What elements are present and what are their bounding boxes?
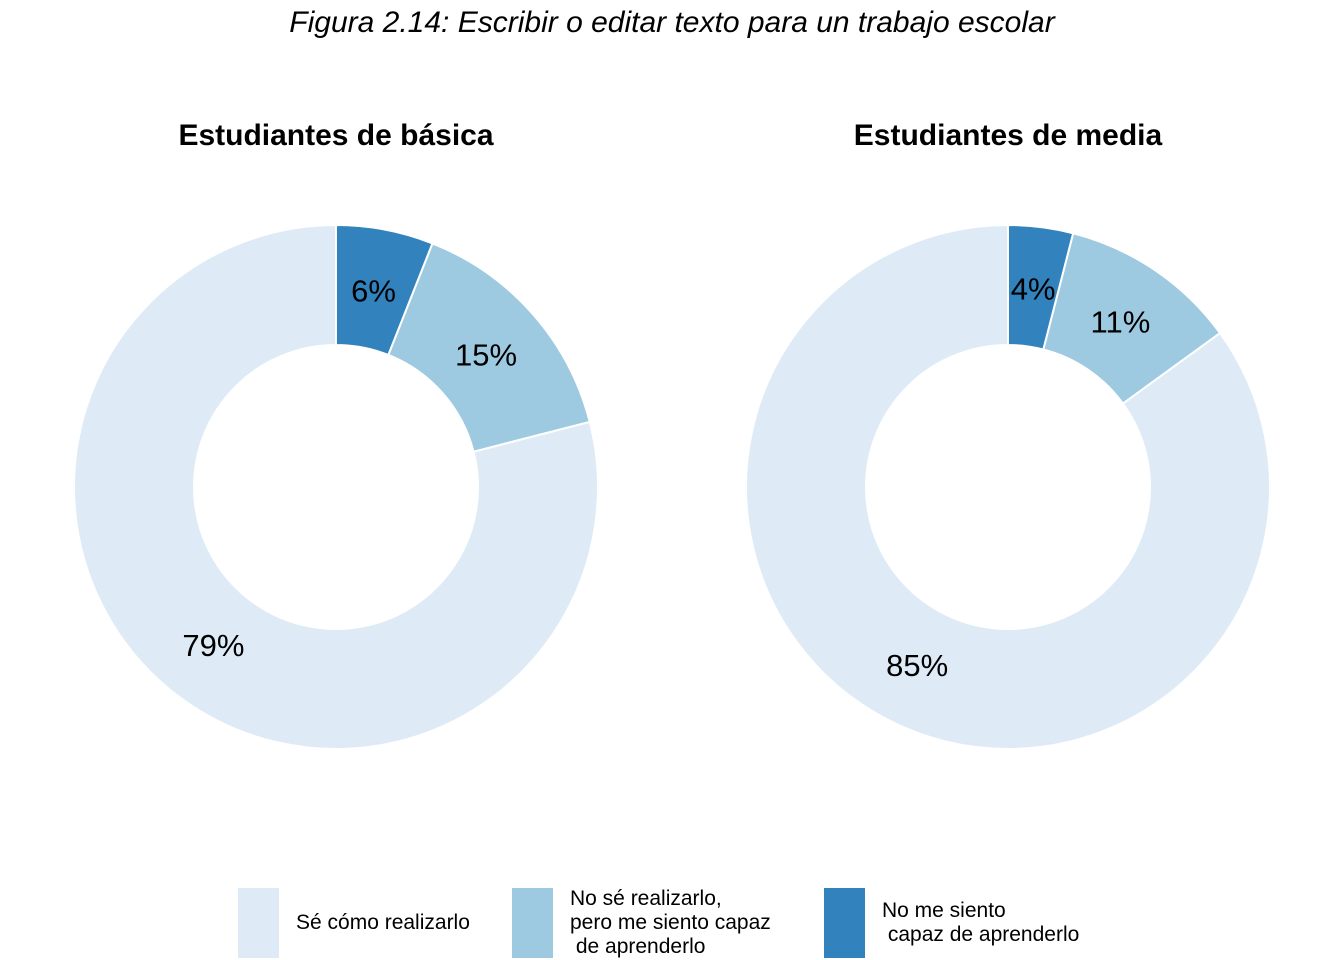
legend-label-se-como: Sé cómo realizarlo — [296, 911, 470, 934]
donut-chart-1: Estudiantes de básica 79% 15% 6% — [73, 119, 599, 750]
slice-label-se-como: 85% — [886, 648, 948, 683]
slice-no-me-siento — [1007, 223, 1075, 351]
slice-label-no-me-siento: 4% — [1011, 272, 1056, 307]
legend-swatch-no-me-siento — [824, 888, 865, 958]
slice-se-como — [73, 223, 599, 750]
chart-title: Estudiantes de básica — [178, 119, 493, 152]
slice-label-no-se-capaz: 11% — [1091, 305, 1151, 340]
legend-swatch-no-se-capaz — [512, 888, 553, 958]
slice-no-me-siento — [335, 223, 434, 357]
slice-label-no-me-siento: 6% — [351, 274, 396, 309]
legend-label-no-me-siento: No me siento capaz de aprenderlo — [882, 899, 1080, 946]
figure-title: Figura 2.14: Escribir o editar texto par… — [289, 6, 1055, 39]
slice-no-se-capaz — [386, 242, 591, 453]
legend: Sé cómo realizarlo No sé realizarlo, per… — [0, 887, 1344, 960]
donut-chart-2: Estudiantes de media 85% 11% 4% — [745, 119, 1271, 750]
slice-label-no-se-capaz: 15% — [455, 338, 517, 373]
legend-swatch-se-como — [238, 888, 279, 958]
chart-title: Estudiantes de media — [854, 119, 1163, 152]
donut-charts: Estudiantes de básica79%15%6%Estudiantes… — [73, 119, 1271, 750]
slice-label-se-como: 79% — [182, 628, 244, 663]
slice-se-como — [745, 223, 1271, 750]
legend-label-no-se-capaz: No sé realizarlo, pero me siento capaz d… — [570, 887, 771, 958]
